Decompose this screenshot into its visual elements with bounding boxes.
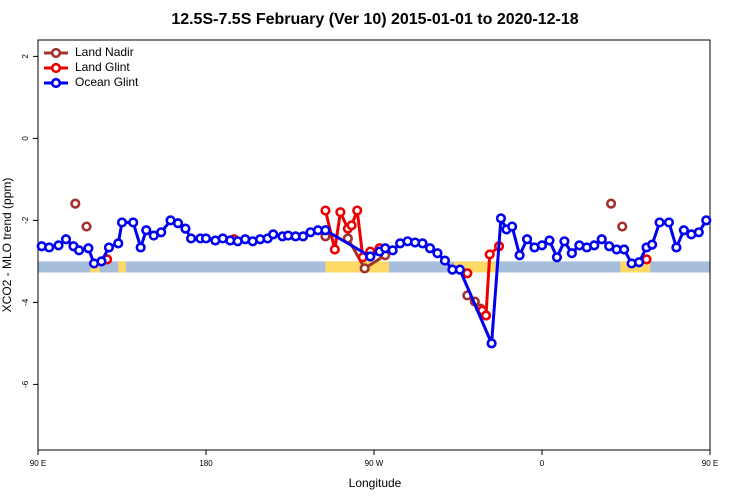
data-point bbox=[320, 205, 331, 216]
data-point bbox=[480, 310, 492, 321]
data-point bbox=[559, 236, 570, 247]
y-tick-label: 0 bbox=[21, 136, 30, 141]
data-point bbox=[566, 248, 577, 259]
data-point bbox=[172, 218, 184, 229]
data-point bbox=[70, 198, 81, 209]
data-point bbox=[73, 245, 85, 256]
data-point bbox=[141, 225, 152, 236]
data-point bbox=[352, 205, 363, 216]
x-tick-label: 180 bbox=[199, 459, 213, 468]
data-point bbox=[365, 251, 376, 262]
data-point bbox=[128, 217, 139, 228]
x-tick-label: 90 E bbox=[702, 459, 718, 468]
legend-label: Land Nadir bbox=[75, 45, 134, 59]
data-point bbox=[484, 249, 495, 260]
series-line bbox=[41, 216, 708, 345]
data-point bbox=[596, 234, 607, 245]
data-point bbox=[439, 255, 451, 266]
data-point bbox=[113, 238, 124, 249]
y-tick-label: -4 bbox=[21, 298, 30, 306]
data-point bbox=[320, 225, 331, 236]
data-point bbox=[507, 221, 518, 232]
data-point bbox=[297, 231, 309, 242]
data-point bbox=[486, 338, 497, 349]
land-patch bbox=[325, 261, 389, 273]
data-point bbox=[454, 264, 465, 275]
data-point bbox=[605, 198, 617, 209]
data-point bbox=[156, 227, 167, 238]
data-point bbox=[180, 223, 191, 234]
data-point bbox=[116, 217, 128, 228]
data-point bbox=[551, 252, 563, 263]
y-axis-label: XCO2 - MLO trend (ppm) bbox=[0, 178, 14, 313]
data-point bbox=[83, 243, 94, 254]
legend-label: Land Glint bbox=[75, 60, 130, 74]
data-point bbox=[647, 239, 658, 250]
data-point bbox=[693, 227, 704, 238]
data-point bbox=[521, 234, 533, 245]
data-point bbox=[432, 248, 443, 259]
x-axis-label: Longitude bbox=[349, 476, 402, 490]
data-point bbox=[701, 215, 712, 226]
data-point bbox=[495, 213, 507, 224]
land-patch bbox=[620, 261, 651, 273]
data-point bbox=[462, 268, 473, 279]
data-point bbox=[589, 240, 600, 251]
data-point bbox=[544, 235, 555, 246]
chart-title: 12.5S-7.5S February (Ver 10) 2015-01-01 … bbox=[171, 11, 578, 28]
data-point bbox=[200, 233, 212, 244]
legend-marker bbox=[50, 62, 62, 74]
x-tick-label: 90 W bbox=[365, 459, 384, 468]
y-tick-label: -2 bbox=[21, 216, 30, 224]
data-point bbox=[417, 238, 428, 249]
data-point bbox=[359, 263, 370, 274]
data-point bbox=[619, 244, 630, 255]
legend-marker bbox=[50, 47, 62, 59]
data-point bbox=[335, 207, 346, 218]
data-point bbox=[514, 250, 525, 261]
land-patch bbox=[118, 261, 126, 273]
legend-label: Ocean Glint bbox=[75, 75, 139, 89]
data-point bbox=[633, 257, 645, 268]
data-point bbox=[96, 256, 107, 267]
data-point bbox=[346, 220, 357, 231]
data-point bbox=[268, 229, 279, 240]
y-tick-label: 2 bbox=[21, 54, 30, 59]
data-point bbox=[654, 217, 665, 228]
x-tick-label: 90 E bbox=[30, 459, 46, 468]
data-point bbox=[103, 242, 115, 253]
data-point bbox=[424, 243, 436, 254]
data-point bbox=[329, 244, 340, 255]
data-point bbox=[53, 240, 64, 251]
data-point bbox=[81, 221, 92, 232]
data-point bbox=[663, 217, 675, 228]
data-point bbox=[617, 221, 628, 232]
data-point bbox=[44, 242, 55, 253]
data-point bbox=[671, 242, 682, 253]
legend-marker bbox=[50, 77, 62, 89]
data-point bbox=[536, 240, 548, 251]
data-point bbox=[185, 233, 197, 244]
data-point bbox=[135, 242, 146, 253]
land-patch bbox=[454, 261, 496, 273]
y-tick-label: -6 bbox=[21, 380, 30, 388]
x-tick-label: 0 bbox=[540, 459, 545, 468]
data-point bbox=[60, 234, 72, 245]
data-point bbox=[387, 245, 398, 256]
data-point bbox=[678, 225, 689, 236]
